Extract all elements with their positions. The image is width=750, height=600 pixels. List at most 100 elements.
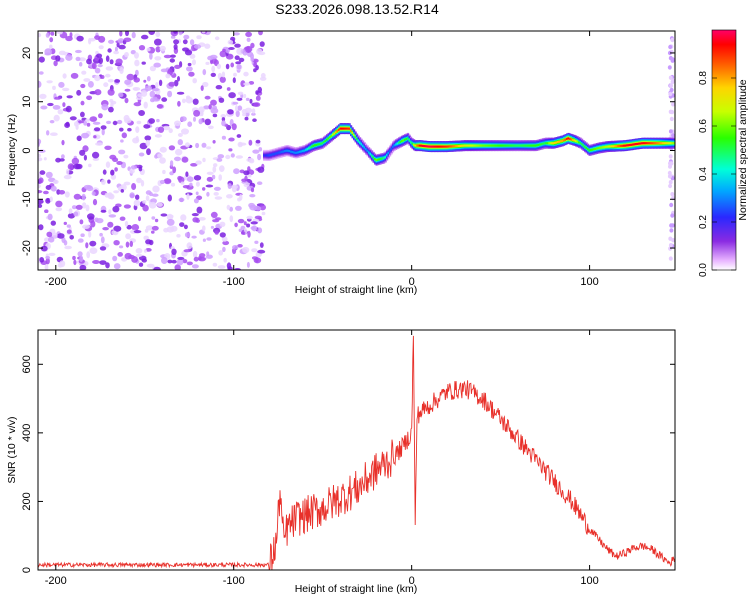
noise-blob — [105, 73, 111, 78]
noise-blob — [247, 230, 251, 238]
ridge-cell — [360, 143, 363, 146]
noise-blob — [45, 197, 51, 204]
ridge-cell — [513, 144, 516, 147]
noise-blob — [221, 120, 226, 127]
noise-blob — [250, 42, 255, 49]
noise-blob — [145, 195, 150, 202]
noise-blob — [237, 105, 243, 111]
noise-blob — [156, 104, 164, 109]
noise-blob — [183, 249, 192, 253]
noise-blob — [231, 186, 237, 193]
ridge-cell — [576, 140, 579, 143]
ridge-cell — [384, 156, 387, 159]
noise-blob — [235, 155, 243, 159]
ridge-cell — [657, 142, 660, 145]
noise-blob — [670, 109, 675, 115]
noise-blob — [118, 149, 126, 155]
noise-blob — [195, 142, 200, 149]
ridge-cell — [482, 144, 485, 147]
ridge-cell — [563, 139, 566, 142]
ridge-cell — [314, 144, 317, 147]
noise-blob — [55, 55, 61, 62]
noise-blob — [240, 80, 246, 88]
noise-blob — [151, 193, 159, 197]
noise-blob — [670, 213, 675, 218]
noise-blob — [151, 216, 156, 220]
noise-blob — [229, 215, 234, 223]
ridge-cell — [272, 153, 275, 156]
ridge-cell — [293, 151, 296, 154]
noise-blob — [168, 145, 176, 151]
ridge-cell — [276, 152, 279, 155]
noise-blob — [227, 109, 234, 115]
ridge-cell — [636, 142, 639, 145]
ridge-cell — [572, 138, 575, 141]
noise-blob — [81, 193, 86, 201]
noise-blob — [221, 71, 226, 78]
noise-blob — [93, 135, 97, 139]
noise-blob — [181, 128, 189, 135]
noise-blob — [169, 160, 174, 167]
noise-blob — [83, 78, 91, 82]
ridge-cell — [393, 144, 396, 147]
noise-blob — [228, 148, 233, 152]
noise-blob — [50, 31, 55, 36]
noise-blob — [126, 73, 135, 81]
ridge-cell — [281, 150, 284, 153]
noise-blob — [116, 161, 123, 165]
noise-blob — [114, 167, 118, 172]
ridge-cell — [533, 144, 536, 147]
noise-blob — [195, 181, 200, 187]
ridge-cell — [375, 159, 378, 162]
ridge-cell — [659, 142, 662, 145]
ridge-cell — [552, 142, 555, 145]
ridge-cell — [401, 140, 404, 143]
noise-blob — [210, 211, 218, 218]
noise-blob — [193, 175, 202, 181]
ridge-cell — [413, 143, 416, 146]
ridge-cell — [311, 145, 314, 148]
colorbar-frame — [711, 29, 737, 271]
ridge-cell — [560, 140, 563, 143]
ridge-cell — [438, 145, 441, 148]
noise-blob — [86, 58, 92, 65]
noise-blob — [75, 56, 81, 62]
noise-blob — [186, 261, 193, 266]
noise-blob — [258, 31, 263, 36]
ridge-cell — [377, 158, 380, 161]
ridge-cell — [503, 144, 506, 147]
x-tick-label: 100 — [580, 276, 598, 288]
noise-blob — [76, 89, 82, 96]
noise-blob — [72, 255, 76, 261]
noise-blob — [38, 138, 42, 145]
noise-blob — [155, 46, 161, 53]
ridge-cell — [476, 144, 479, 147]
noise-blob — [45, 185, 52, 190]
noise-blob — [156, 202, 163, 207]
ridge-cell — [594, 147, 597, 150]
noise-blob — [668, 75, 673, 80]
ridge-cell — [539, 143, 542, 146]
noise-blob — [108, 39, 114, 44]
noise-blob — [133, 77, 140, 83]
noise-blob — [204, 95, 211, 100]
noise-blob — [110, 102, 114, 108]
noise-blob — [251, 108, 256, 114]
ridge-cell — [495, 144, 498, 147]
noise-blob — [73, 163, 81, 170]
noise-blob — [145, 190, 152, 195]
ridge-cell — [368, 151, 371, 154]
ridge-cell — [429, 145, 432, 148]
noise-blob — [107, 179, 111, 184]
ridge-cell — [525, 144, 528, 147]
noise-blob — [170, 54, 176, 58]
ridge-cell — [626, 144, 629, 147]
ridge-cell — [500, 144, 503, 147]
ridge-cell — [510, 144, 513, 147]
noise-blob — [99, 260, 107, 265]
noise-blob — [191, 235, 197, 239]
ridge-cell — [557, 141, 560, 144]
colorbar-tick-label: 0.8 — [698, 71, 709, 85]
noise-blob — [91, 62, 97, 70]
